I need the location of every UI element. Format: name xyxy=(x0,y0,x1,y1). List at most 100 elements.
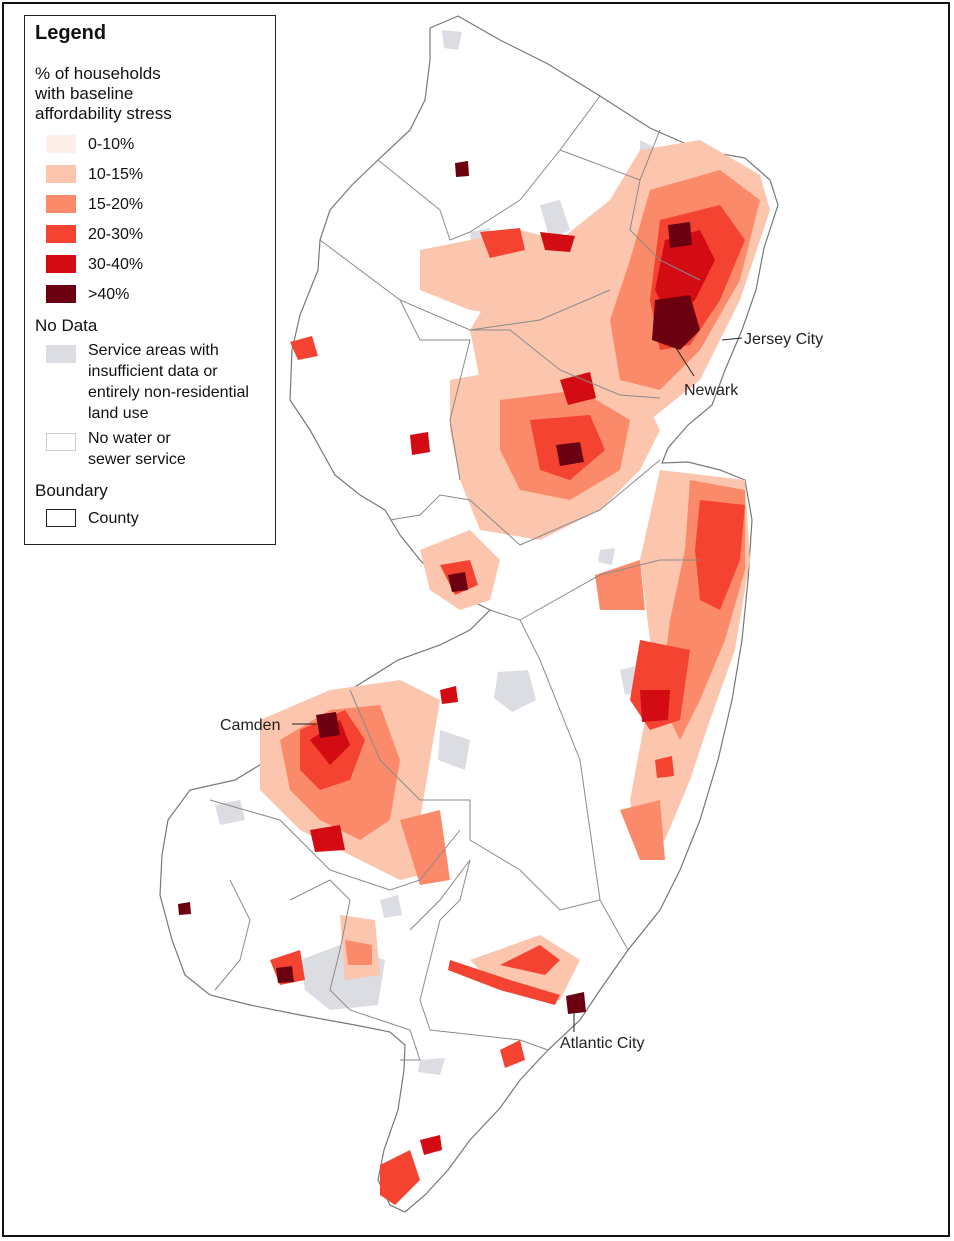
city-labels: Jersey City Newark Camden Atlantic City xyxy=(220,331,823,1052)
boundary-heading: Boundary xyxy=(35,481,108,500)
legend-class-0-10: 0-10% xyxy=(46,133,134,155)
legend-class-label: >40% xyxy=(88,285,130,303)
no-data-area xyxy=(418,1058,445,1075)
legend-heading-line: affordability stress xyxy=(35,104,172,123)
legend-class-label: 30-40% xyxy=(88,255,144,273)
legend-label-line: land use xyxy=(88,405,149,422)
legend-class-10-15: 10-15% xyxy=(46,163,143,185)
legend-swatch xyxy=(46,255,76,273)
stress-area xyxy=(440,686,458,704)
stress-area xyxy=(290,336,318,360)
no-data-area xyxy=(442,30,462,50)
legend-label-line: entirely non-residential xyxy=(88,384,249,401)
camden-label: Camden xyxy=(220,717,280,734)
county-boundary xyxy=(209,799,461,891)
no-data-heading: No Data xyxy=(35,316,98,335)
stress-area xyxy=(420,230,600,320)
legend-title: Legend xyxy=(35,22,107,44)
county-boundary xyxy=(470,329,661,399)
legend-swatch xyxy=(46,195,76,213)
stress-area xyxy=(410,432,430,455)
legend-label-line: insufficient data or xyxy=(88,363,218,380)
stress-area xyxy=(316,712,340,738)
stress-area xyxy=(566,992,586,1014)
legend-class-over-40: >40% xyxy=(46,283,129,305)
county-boundary xyxy=(389,459,661,546)
stress-area xyxy=(420,1135,442,1155)
county-boundary xyxy=(399,299,471,481)
legend-class-30-40: 30-40% xyxy=(46,253,143,275)
stress-area xyxy=(540,232,575,252)
legend-boundary-county: County xyxy=(46,507,139,529)
stress-area xyxy=(276,966,294,983)
stress-area xyxy=(310,825,345,852)
no-data-area xyxy=(215,800,245,825)
legend-no-data-label: Service areas with insufficient data or … xyxy=(88,340,249,424)
newark-label: Newark xyxy=(684,382,739,399)
legend-swatch xyxy=(46,165,76,183)
legend-swatch xyxy=(46,433,76,451)
stress-area xyxy=(695,500,745,610)
legend-label-line: sewer service xyxy=(88,451,186,468)
stress-area xyxy=(655,756,674,778)
legend-swatch xyxy=(46,225,76,243)
stress-area xyxy=(500,945,560,975)
stress-area xyxy=(595,560,645,610)
legend-swatch xyxy=(46,345,76,363)
stress-area xyxy=(640,690,670,722)
no-data-area xyxy=(438,730,470,770)
county-boundary xyxy=(629,179,701,281)
legend-class-label: 0-10% xyxy=(88,135,135,153)
no-data-area xyxy=(494,670,536,712)
stress-area xyxy=(380,1150,420,1205)
legend-class-label: 15-20% xyxy=(88,195,144,213)
legend-no-service: No water or sewer service xyxy=(46,428,186,472)
stress-area xyxy=(652,295,700,350)
stress-area xyxy=(455,161,469,177)
legend-class-label: 10-15% xyxy=(88,165,144,183)
legend-boundary-label: County xyxy=(88,509,139,527)
stress-area xyxy=(480,228,525,258)
jersey-city-label: Jersey City xyxy=(744,331,823,348)
stress-area xyxy=(448,960,560,1005)
legend-heading-line: with baseline xyxy=(35,84,134,103)
stress-area xyxy=(556,442,584,466)
legend-class-20-30: 20-30% xyxy=(46,223,143,245)
no-data-area xyxy=(380,895,402,918)
jersey-city-leader xyxy=(721,337,743,341)
legend-no-data-service: Service areas with insufficient data or … xyxy=(46,340,249,424)
stress-area xyxy=(448,572,468,592)
stress-area xyxy=(500,1040,525,1068)
county-boundary xyxy=(214,879,251,991)
legend-heading: % of households with baseline affordabil… xyxy=(35,64,172,124)
county-boundary xyxy=(289,879,421,1061)
stress-area xyxy=(400,810,450,885)
legend-swatch xyxy=(46,285,76,303)
legend-no-service-label: No water or sewer service xyxy=(88,428,186,470)
legend-label-line: Service areas with xyxy=(88,342,219,359)
legend-label-line: No water or xyxy=(88,430,171,447)
county-boundary xyxy=(519,559,700,621)
county-boundaries xyxy=(209,95,701,1061)
no-data-area xyxy=(598,548,615,565)
stress-area xyxy=(560,372,596,405)
county-boundary xyxy=(409,859,549,1051)
stress-area xyxy=(178,902,191,915)
newark-leader xyxy=(675,347,695,377)
stress-area xyxy=(668,222,692,248)
stress-area xyxy=(620,800,665,860)
stress-areas xyxy=(178,140,770,1205)
legend-heading-line: % of households xyxy=(35,64,161,83)
legend-swatch xyxy=(46,135,76,153)
stress-area xyxy=(655,230,715,320)
atlantic-city-label: Atlantic City xyxy=(560,1035,644,1052)
stress-area xyxy=(345,940,372,965)
legend: Legend % of households with baseline aff… xyxy=(24,15,276,545)
stress-area xyxy=(310,720,350,765)
legend-class-label: 20-30% xyxy=(88,225,144,243)
county-boundary xyxy=(349,689,601,911)
legend-class-15-20: 15-20% xyxy=(46,193,143,215)
no-data-area xyxy=(540,200,570,240)
legend-swatch xyxy=(46,509,76,527)
